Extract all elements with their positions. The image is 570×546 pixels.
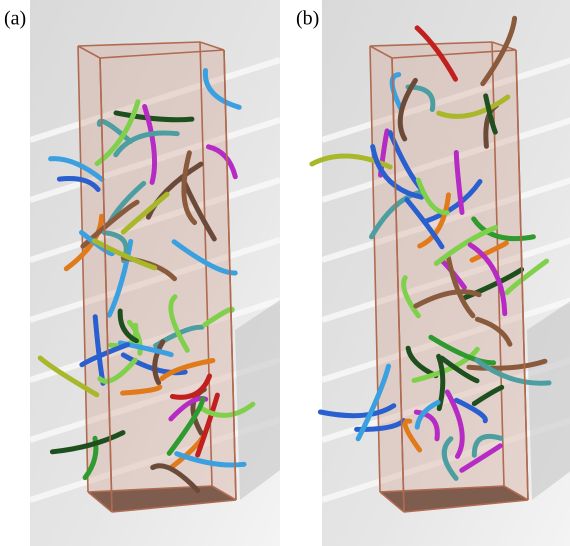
panel: [30, 0, 280, 546]
panel-label: (a): [4, 8, 26, 30]
panel: [312, 0, 570, 546]
box-shadow: [527, 300, 570, 500]
box-shadow: [235, 300, 280, 500]
panel-label: (b): [296, 8, 319, 30]
figure: (a) (b): [0, 0, 570, 546]
